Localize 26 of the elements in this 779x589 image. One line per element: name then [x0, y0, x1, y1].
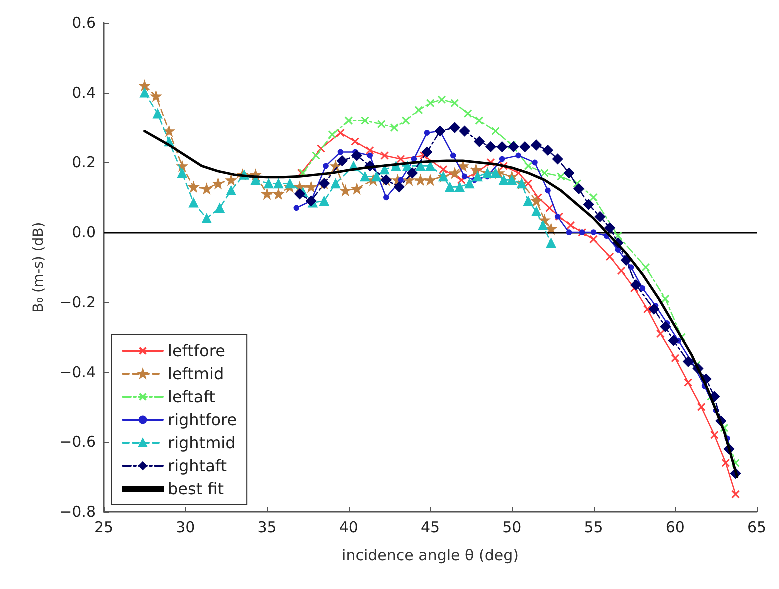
- y-tick-label: 0.4: [72, 84, 96, 102]
- x-tick-label: 30: [176, 518, 196, 536]
- x-tick-label: 45: [420, 518, 440, 536]
- x-tick-label: 35: [258, 518, 277, 536]
- legend-label: best fit: [168, 480, 224, 498]
- legend-label: leftmid: [168, 364, 224, 384]
- legend-label: rightfore: [168, 410, 238, 430]
- y-tick-label: 0.2: [72, 154, 96, 172]
- y-tick-label: 0.6: [72, 14, 96, 32]
- y-tick-label: −0.8: [60, 503, 96, 521]
- x-tick-label: 25: [94, 518, 114, 536]
- y-axis-title: B₀ (m-s) (dB): [31, 222, 47, 313]
- x-tick-label: 40: [339, 518, 358, 536]
- legend-label: rightaft: [168, 456, 228, 476]
- y-tick-label: 0.0: [72, 224, 96, 242]
- legend-label: leftaft: [168, 388, 216, 406]
- legend-label: leftfore: [168, 342, 226, 360]
- legend-label: rightmid: [168, 434, 236, 452]
- x-tick-label: 50: [502, 518, 522, 536]
- x-tick-label: 55: [584, 518, 604, 536]
- x-tick-label: 60: [666, 518, 685, 536]
- x-axis-title: incidence angle θ (deg): [342, 546, 519, 564]
- y-tick-label: −0.6: [60, 433, 96, 452]
- y-tick-label: −0.4: [60, 363, 96, 382]
- y-tick-label: −0.2: [60, 293, 96, 312]
- x-tick-label: 65: [747, 518, 767, 536]
